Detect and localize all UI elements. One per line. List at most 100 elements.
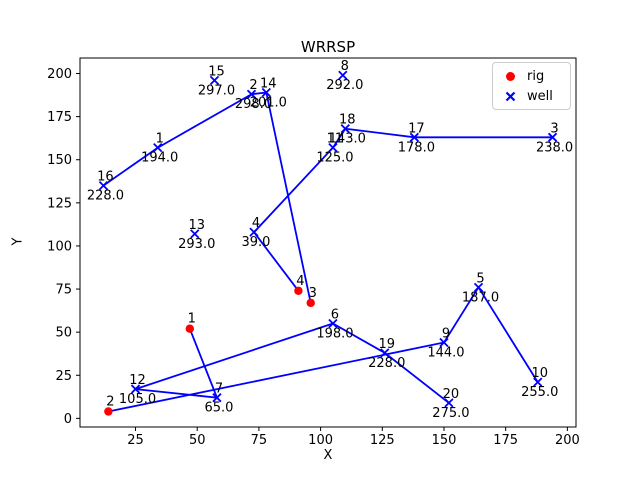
legend-label-well: well (527, 88, 553, 104)
well-marker-15 (209, 75, 220, 86)
well-number-label-12: 12 (129, 373, 146, 388)
well-number-label-19: 19 (378, 337, 395, 352)
rig-number-label-4: 4 (296, 274, 304, 289)
well-number-label-18: 18 (339, 113, 356, 128)
well-value-label-19: 228.0 (368, 356, 405, 371)
well-number-label-5: 5 (476, 271, 484, 286)
well-marker-4 (249, 227, 259, 237)
well-value-label-4: 39.0 (241, 235, 270, 250)
rig-number-label-1: 1 (188, 312, 196, 327)
well-value-label-10: 255.0 (521, 385, 558, 400)
well-marker-11 (328, 143, 338, 153)
y-tick-label-0: 0 (64, 412, 72, 427)
well-marker-16 (98, 180, 109, 191)
y-axis-label: Y (10, 237, 26, 246)
well-marker-9 (439, 337, 449, 348)
well-number-label-9: 9 (442, 327, 450, 342)
well-number-label-11: 11 (327, 132, 344, 147)
well-value-label-12: 105.0 (119, 392, 156, 407)
rig-dot-icon (493, 71, 527, 81)
well-value-label-3: 238.0 (536, 140, 573, 155)
well-marker-13 (190, 229, 200, 239)
chart-title: WRRSP (300, 38, 356, 56)
y-tick-label-200: 200 (47, 67, 72, 82)
route-line-4 (252, 127, 553, 292)
well-marker-19 (380, 348, 390, 358)
rig-number-label-2: 2 (106, 394, 114, 409)
well-value-label-13: 293.0 (178, 237, 215, 252)
well-marker-3 (547, 132, 558, 142)
well-number-label-20: 20 (443, 387, 460, 402)
x-tick-label-175: 175 (493, 433, 518, 448)
x-axis-label: X (323, 448, 333, 463)
well-value-label-17: 178.0 (398, 140, 435, 155)
well-marker-7 (212, 393, 222, 403)
rig-number-label-3: 3 (309, 286, 317, 301)
well-number-label-16: 16 (97, 170, 114, 185)
x-tick-label-25: 25 (127, 433, 144, 448)
legend-label-rig: rig (527, 68, 545, 84)
well-marker-2 (246, 89, 257, 99)
well-marker-12 (130, 384, 141, 394)
well-value-label-20: 275.0 (432, 406, 469, 421)
y-tick-label-100: 100 (47, 239, 72, 254)
rig-marker-4 (294, 286, 303, 295)
well-number-label-17: 17 (408, 121, 425, 136)
well-number-label-15: 15 (208, 64, 225, 79)
y-tick-label-175: 175 (47, 110, 72, 125)
well-marker-17 (409, 132, 420, 142)
well-number-label-10: 10 (531, 366, 548, 381)
x-tick-label-100: 100 (308, 433, 333, 448)
legend-item-well: well (493, 87, 570, 105)
well-value-label-11: 125.0 (316, 151, 353, 166)
legend: rig well (492, 62, 571, 110)
well-value-label-5: 187.0 (462, 290, 499, 305)
well-value-label-7: 65.0 (204, 401, 233, 416)
plot-area-border (79, 57, 577, 428)
well-value-label-9: 144.0 (427, 346, 464, 361)
y-tick-label-75: 75 (55, 283, 72, 298)
well-number-label-6: 6 (331, 308, 339, 323)
y-tick-label-125: 125 (47, 196, 72, 211)
rig-marker-1 (185, 324, 195, 333)
x-tick-label-50: 50 (189, 433, 206, 448)
x-tick-label-200: 200 (555, 433, 580, 448)
well-number-label-14: 14 (260, 76, 277, 91)
route-line-2 (108, 285, 539, 413)
well-number-label-4: 4 (252, 216, 260, 231)
well-value-label-2: 298.0 (235, 97, 272, 112)
well-value-label-15: 297.0 (198, 83, 235, 98)
well-marker-18 (340, 124, 350, 134)
well-marker-8 (338, 70, 348, 80)
well-value-label-14: 201.0 (250, 95, 287, 110)
route-line-1 (135, 322, 450, 404)
well-marker-5 (473, 282, 484, 292)
well-number-label-7: 7 (215, 382, 223, 397)
well-number-label-2: 2 (249, 78, 257, 93)
well-number-label-13: 13 (188, 218, 205, 233)
y-tick-label-50: 50 (55, 326, 72, 341)
well-value-label-18: 143.0 (329, 132, 366, 147)
well-marker-6 (328, 318, 338, 329)
legend-item-rig: rig (493, 67, 570, 85)
x-tick-label-150: 150 (432, 433, 457, 448)
well-number-label-8: 8 (341, 59, 349, 74)
well-marker-14 (261, 87, 271, 98)
well-marker-10 (533, 377, 543, 387)
well-value-label-1: 194.0 (141, 151, 178, 166)
rig-marker-2 (104, 407, 113, 416)
x-tick-label-75: 75 (251, 433, 268, 448)
x-tick-label-125: 125 (370, 433, 395, 448)
well-marker-20 (444, 398, 454, 408)
rig-marker-3 (306, 298, 315, 308)
well-value-label-8: 292.0 (326, 78, 363, 93)
well-x-icon (493, 91, 527, 102)
well-number-label-3: 3 (550, 121, 558, 136)
well-value-label-16: 228.0 (87, 189, 124, 204)
well-number-label-1: 1 (156, 132, 164, 147)
y-tick-label-25: 25 (55, 369, 72, 384)
well-marker-1 (153, 143, 163, 153)
route-line-3 (102, 91, 312, 304)
